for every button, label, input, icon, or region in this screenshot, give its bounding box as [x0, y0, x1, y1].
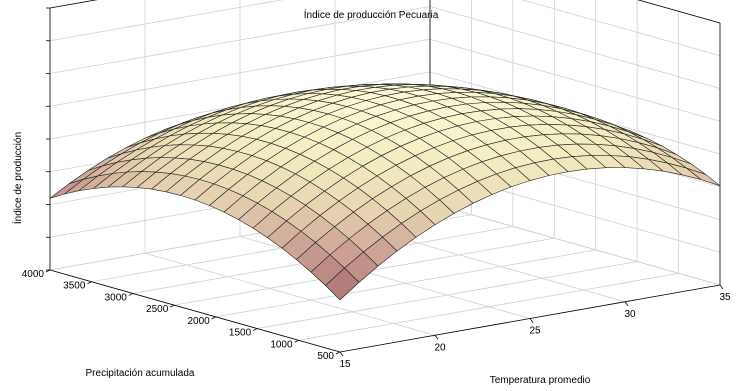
x-tick-label: 35 — [719, 292, 731, 303]
y-tick-label: 500 — [317, 351, 334, 362]
surface-patch — [325, 267, 360, 301]
y-tick-label: 2500 — [146, 304, 169, 315]
y-tick-label: 2000 — [187, 316, 210, 327]
x-tick-label: 20 — [434, 342, 446, 353]
y-tick — [128, 293, 134, 296]
side-wall-gridline — [637, 0, 721, 24]
y-tick — [211, 316, 216, 320]
axis-edge — [637, 0, 721, 24]
side-wall-gridline — [429, 38, 721, 122]
y-axis-line — [49, 269, 341, 353]
axes: 15 20 25 30 35 500 1000 1500 2000 2500 3000 3500 400… — [22, 7, 731, 370]
x-tick — [434, 335, 439, 340]
z-axis-label: Índice de producción — [11, 132, 24, 224]
y-tick — [335, 351, 341, 355]
y-tick — [87, 281, 92, 285]
y-tick — [252, 328, 258, 331]
y-tick-label: 1500 — [229, 328, 252, 339]
y-tick — [294, 339, 299, 343]
x-tick-label: 15 — [339, 359, 351, 370]
floor-gridline — [429, 202, 721, 286]
x-tick-label: 25 — [529, 326, 541, 337]
y-tick-label: 4000 — [22, 269, 45, 280]
floor-gridline — [215, 249, 596, 318]
side-wall-gridline — [521, 0, 721, 57]
floor-gridline — [257, 261, 638, 329]
side-wall-gridline — [429, 6, 721, 89]
y-axis-label: Precipitación acumulada — [86, 368, 195, 379]
x-tick — [719, 284, 724, 290]
surface-mesh — [49, 83, 721, 301]
y-tick-label: 1000 — [270, 339, 293, 350]
x-tick — [339, 351, 344, 357]
floor-gridline — [144, 252, 436, 336]
x-tick — [624, 301, 629, 306]
y-tick — [170, 304, 175, 308]
chart-title: Índice de producción Pecuaria — [304, 8, 439, 21]
x-tick-label: 30 — [624, 309, 636, 320]
floor-gridline — [298, 272, 679, 341]
x-tick — [529, 318, 534, 323]
x-axis-label: Temperatura promedio — [490, 375, 591, 386]
y-tick-label: 3000 — [105, 292, 128, 303]
y-tick-label: 3500 — [63, 281, 86, 292]
